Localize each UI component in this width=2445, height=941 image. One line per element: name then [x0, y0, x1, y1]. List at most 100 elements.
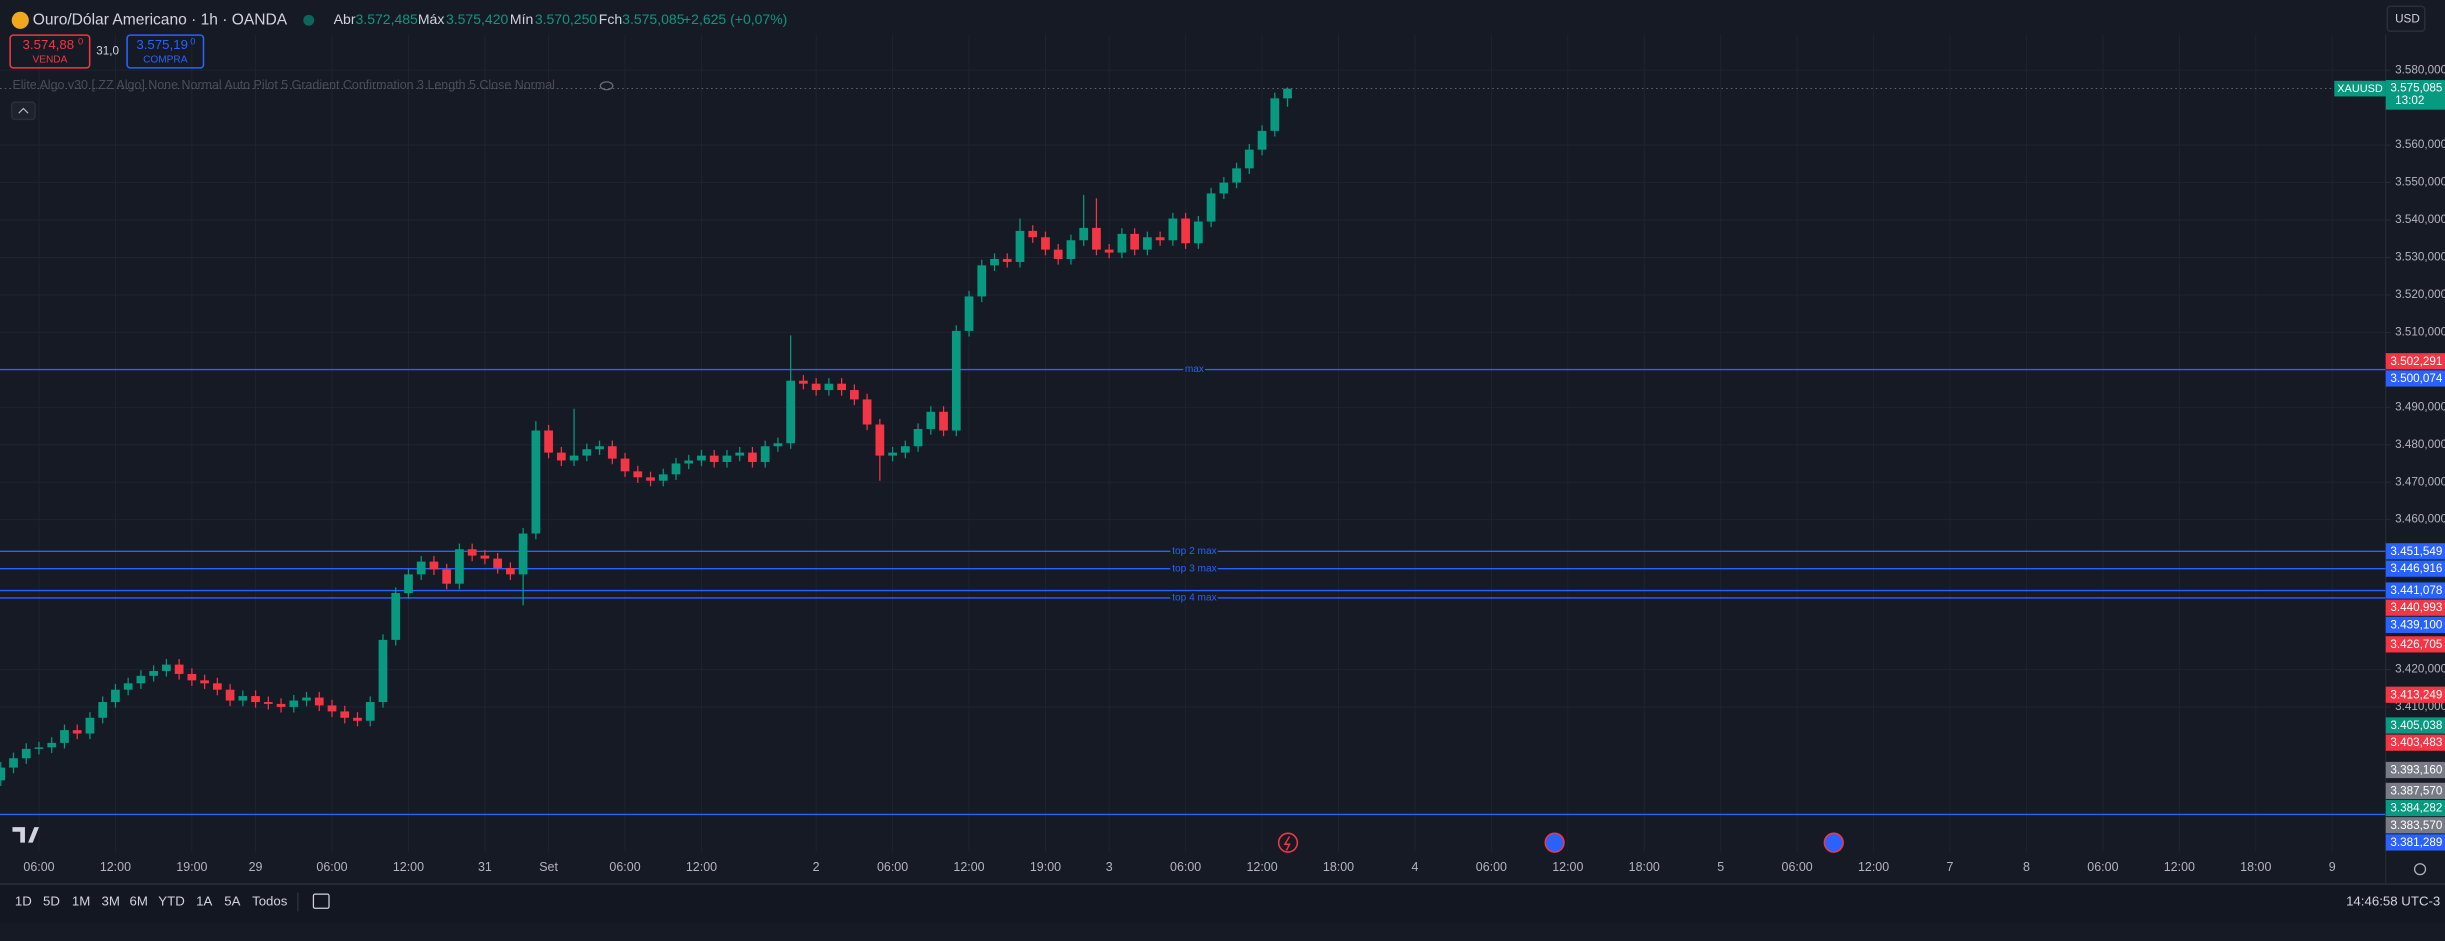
price-tag [2385, 636, 2445, 653]
y-tick-label: 3.460,000 [2395, 513, 2445, 526]
x-tick-label: 12:00 [2164, 860, 2195, 874]
x-tick-label: 06:00 [23, 860, 54, 874]
x-tick-label: 06:00 [1476, 860, 1507, 874]
sell-price: 3.574,88 [23, 37, 75, 52]
buy-price: 3.575,19 [136, 37, 188, 52]
candle-body [391, 593, 401, 640]
stat-value: 3.575,085 [622, 11, 685, 27]
buy-price-small: 0 [190, 37, 195, 47]
level-label: top 2 max [1172, 546, 1216, 557]
event-icon[interactable] [1544, 832, 1565, 853]
candle-body [0, 767, 6, 781]
candle-body [98, 702, 108, 718]
price-tag [2385, 686, 2445, 703]
range-button[interactable]: 3M [102, 893, 120, 908]
candle-body [773, 443, 783, 447]
candle-body [595, 446, 604, 450]
last-price-label: 3.575,085 [2390, 82, 2442, 95]
candle-body [353, 717, 362, 721]
grid [0, 34, 2386, 853]
candle-body [34, 747, 44, 749]
range-button[interactable]: 1M [72, 893, 90, 908]
x-tick-label: 12:00 [1246, 860, 1277, 874]
candle-body [658, 474, 668, 481]
settings-icon[interactable] [2413, 863, 2427, 876]
candle-body [888, 452, 897, 456]
buy-button[interactable] [126, 34, 205, 69]
x-tick-label: 2 [813, 860, 820, 874]
candle-body [85, 717, 95, 734]
x-tick-label: 06:00 [609, 860, 640, 874]
candle-body [811, 383, 821, 391]
indicator-legend[interactable]: Elite Algo v30 [.ZZ Algo] None Normal Au… [12, 78, 554, 92]
x-tick-label: 18:00 [1323, 860, 1354, 874]
candle-body [225, 689, 235, 701]
candle-body [480, 555, 490, 559]
candle-body [633, 471, 643, 478]
candle-body [200, 680, 209, 684]
goto-date-button[interactable] [312, 893, 330, 909]
price-tag [2385, 599, 2445, 616]
range-button[interactable]: 6M [130, 893, 148, 908]
candle-body [1232, 168, 1241, 183]
price-tag [2385, 834, 2445, 851]
x-tick-label: 12:00 [953, 860, 984, 874]
candle-body [340, 711, 350, 718]
event-icon[interactable] [1823, 832, 1844, 853]
symbol-title[interactable]: Ouro/Dólar Americano · 1h · OANDA [33, 11, 288, 28]
candle-body [1181, 218, 1190, 244]
candle-body [1168, 218, 1178, 241]
candle-body [1066, 240, 1076, 259]
sell-button[interactable] [9, 34, 91, 69]
candle-body [378, 639, 388, 703]
y-tick-label: 3.470,000 [2395, 475, 2445, 488]
y-tick-label: 3.540,000 [2395, 213, 2445, 226]
x-tick-label: Set [539, 860, 558, 874]
candle-body [824, 383, 834, 391]
candle-body [416, 561, 426, 575]
candle-body [1092, 227, 1101, 250]
hide-icon[interactable] [599, 81, 614, 91]
countdown: 13:02 [2395, 94, 2424, 107]
price-tag [2385, 370, 2445, 387]
candle-body [620, 458, 630, 472]
x-tick-label: 8 [2023, 860, 2030, 874]
currency-button[interactable] [2386, 5, 2426, 32]
candle-body [302, 697, 311, 701]
range-button[interactable]: YTD [158, 893, 184, 908]
candle-body [506, 567, 515, 575]
candle-body [47, 742, 57, 748]
candle-body [977, 265, 987, 297]
price-tag [2385, 799, 2445, 817]
price-tag [2385, 717, 2445, 734]
price-tag [2385, 761, 2445, 779]
price-tag [2385, 782, 2445, 800]
candle-body [1193, 221, 1203, 244]
collapse-button[interactable] [10, 101, 36, 121]
range-button[interactable]: Todos [252, 893, 288, 908]
brand-logo [12, 827, 39, 843]
bottom-panel [0, 922, 2445, 941]
range-button[interactable]: 5A [224, 893, 240, 908]
candle-body [569, 455, 579, 461]
range-button[interactable]: 5D [43, 893, 60, 908]
currency: USD [2395, 13, 2420, 26]
range-button[interactable]: 1A [196, 893, 212, 908]
candle-body [238, 696, 248, 701]
range-button[interactable]: 1D [15, 893, 32, 908]
candle-body [72, 730, 82, 734]
stat-label: Mín [510, 11, 533, 27]
symbol-label: XAUUSD [2337, 83, 2383, 95]
y-tick-label: 3.560,000 [2395, 138, 2445, 151]
candle-body [21, 748, 31, 759]
event-icon[interactable] [1277, 832, 1299, 853]
x-tick-label: 4 [1411, 860, 1418, 874]
candle-body [111, 689, 120, 703]
buy-label: COMPRA [143, 55, 188, 66]
price-tag-label: 3.384,282 [2390, 802, 2442, 815]
candle-body [735, 452, 745, 456]
candles [0, 87, 2386, 786]
candle-body [786, 380, 796, 444]
candle-body [939, 411, 948, 431]
